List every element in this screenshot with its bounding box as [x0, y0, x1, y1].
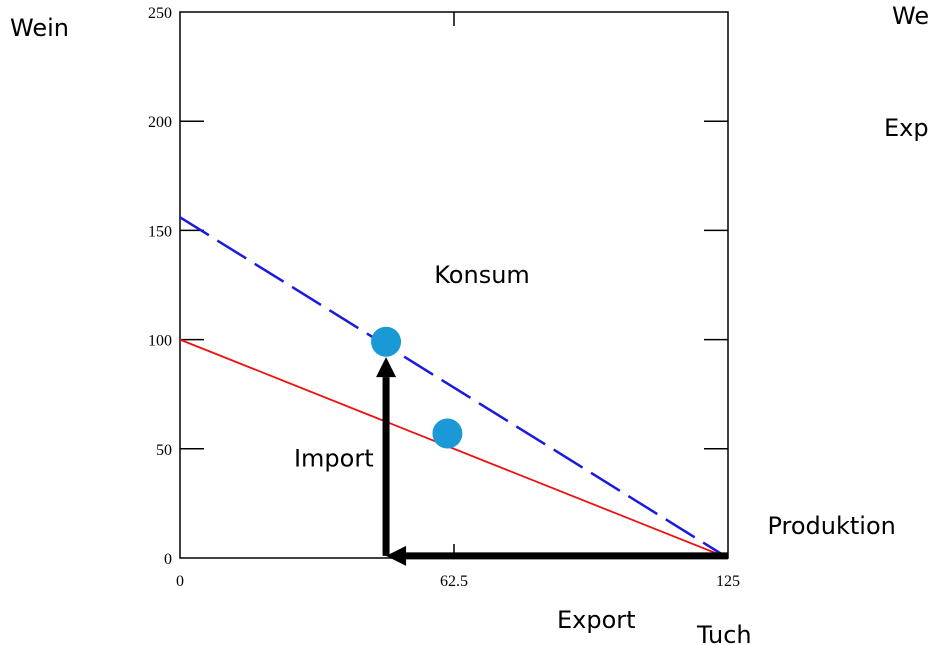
- y-tick-label: 50: [156, 442, 172, 459]
- x-tick-label: 125: [716, 573, 740, 590]
- annotation-layer: Konsum Import Produktion Export: [294, 261, 896, 634]
- y-tick-label: 250: [148, 5, 172, 22]
- series-layer: [180, 216, 728, 558]
- annotation-label: Produktion: [767, 512, 895, 540]
- point-layer: [371, 326, 463, 449]
- y-tick-label: 0: [164, 551, 172, 568]
- annotation-label: Import: [294, 444, 374, 472]
- y-axis-ticks: 0 50 100 150 200 250: [148, 5, 728, 568]
- annotation-label: Konsum: [434, 261, 530, 289]
- x-tick-label: 62.5: [440, 573, 468, 590]
- annotation-label: Export: [557, 606, 636, 634]
- x-axis-label: Tuch: [696, 621, 752, 645]
- clipped-label-second: Exp: [884, 114, 929, 142]
- series-line-solid: [180, 338, 728, 558]
- x-axis-ticks: 0 62.5 125: [176, 12, 740, 590]
- data-point: [432, 418, 463, 449]
- arrow-head: [386, 545, 407, 566]
- data-point: [371, 326, 402, 357]
- clipped-label-top: We: [892, 2, 929, 30]
- series-line-dashed: [180, 216, 728, 558]
- y-tick-label: 150: [148, 223, 172, 240]
- arrow-layer: [376, 357, 728, 566]
- y-axis-label: Wein: [10, 14, 69, 42]
- y-tick-label: 200: [148, 114, 172, 131]
- x-tick-label: 0: [176, 573, 184, 590]
- arrow-head: [376, 357, 397, 378]
- y-tick-label: 100: [148, 333, 172, 350]
